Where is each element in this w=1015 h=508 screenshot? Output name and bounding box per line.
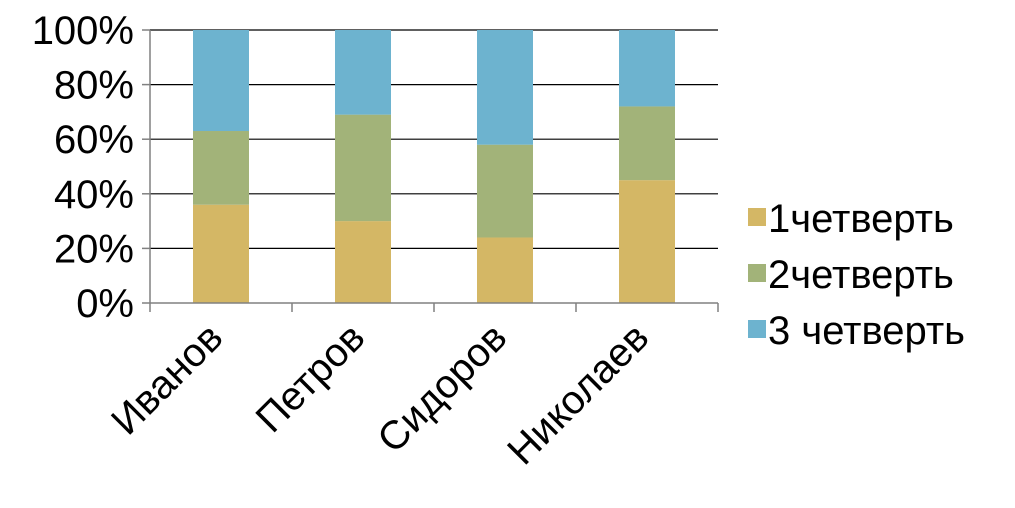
y-tick-labels: 0% 20% 40% 60% 80% 100% — [32, 9, 134, 326]
legend-swatch — [748, 320, 766, 338]
y-tick-label: 40% — [54, 173, 134, 217]
bar-segment — [335, 114, 391, 222]
bar-segment — [477, 237, 533, 303]
y-tick-label: 100% — [32, 9, 134, 53]
bar-segment — [193, 204, 249, 303]
legend: 1четверть 2четверть 3 четверть — [748, 197, 965, 353]
y-tick-label: 0% — [76, 282, 134, 326]
y-tick-label: 20% — [54, 227, 134, 271]
y-tick-label: 80% — [54, 64, 134, 108]
legend-label: 1четверть — [768, 197, 954, 241]
bar-segment — [619, 30, 675, 107]
x-tick-label: Иванов — [103, 315, 231, 443]
legend-swatch — [748, 264, 766, 282]
bar-segment — [477, 30, 533, 145]
bar-segment — [193, 30, 249, 132]
y-tick-label: 60% — [54, 118, 134, 162]
bars — [193, 30, 675, 303]
x-tick-label: Сидоров — [369, 315, 515, 461]
legend-swatch — [748, 208, 766, 226]
legend-label: 2четверть — [768, 253, 954, 297]
bar-segment — [619, 106, 675, 181]
bar-segment — [335, 221, 391, 303]
legend-label: 3 четверть — [768, 309, 965, 353]
axes — [142, 29, 719, 312]
x-tick-label: Николаев — [499, 315, 657, 473]
bar-segment — [619, 180, 675, 303]
bar-segment — [477, 144, 533, 238]
x-tick-label: Петров — [248, 315, 374, 441]
bar-segment — [335, 30, 391, 115]
bar-segment — [193, 131, 249, 205]
